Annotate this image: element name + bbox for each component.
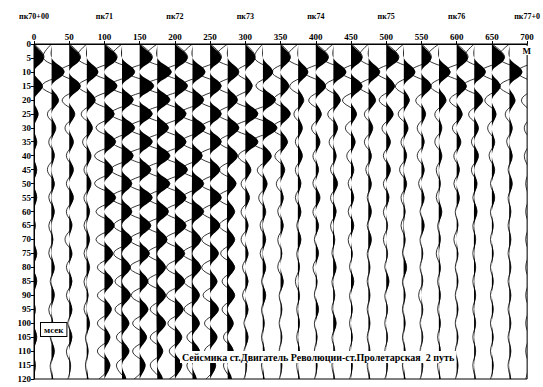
svg-text:пк75: пк75 bbox=[378, 12, 395, 21]
svg-text:пк73: пк73 bbox=[237, 12, 254, 21]
svg-text:0: 0 bbox=[32, 32, 37, 42]
svg-text:60: 60 bbox=[22, 207, 32, 217]
svg-text:120: 120 bbox=[18, 374, 32, 384]
svg-text:100: 100 bbox=[98, 32, 112, 42]
svg-text:пк72: пк72 bbox=[166, 12, 183, 21]
svg-text:350: 350 bbox=[274, 32, 288, 42]
svg-text:0: 0 bbox=[27, 39, 32, 49]
svg-text:100: 100 bbox=[18, 318, 32, 328]
svg-text:450: 450 bbox=[344, 32, 358, 42]
svg-text:650: 650 bbox=[485, 32, 499, 42]
svg-text:20: 20 bbox=[22, 95, 32, 105]
svg-text:25: 25 bbox=[22, 109, 32, 119]
svg-text:400: 400 bbox=[309, 32, 323, 42]
svg-text:200: 200 bbox=[168, 32, 182, 42]
svg-text:35: 35 bbox=[22, 137, 32, 147]
svg-text:250: 250 bbox=[203, 32, 217, 42]
svg-text:45: 45 bbox=[22, 165, 32, 175]
svg-text:75: 75 bbox=[22, 248, 32, 258]
svg-text:Сейсмика ст.Двигатель Революци: Сейсмика ст.Двигатель Революции-ст.Проле… bbox=[182, 352, 455, 363]
svg-text:10: 10 bbox=[22, 67, 32, 77]
svg-text:55: 55 bbox=[22, 193, 32, 203]
svg-text:мсек: мсек bbox=[44, 325, 64, 335]
svg-text:пк74: пк74 bbox=[307, 12, 324, 21]
svg-text:40: 40 bbox=[22, 151, 32, 161]
svg-text:М: М bbox=[523, 46, 532, 56]
svg-text:пк71: пк71 bbox=[96, 12, 113, 21]
svg-text:70: 70 bbox=[22, 234, 32, 244]
svg-text:110: 110 bbox=[18, 346, 32, 356]
svg-text:85: 85 bbox=[22, 276, 32, 286]
svg-text:600: 600 bbox=[450, 32, 464, 42]
svg-text:пк76: пк76 bbox=[448, 12, 465, 21]
svg-text:пк77+0: пк77+0 bbox=[514, 12, 540, 21]
svg-text:150: 150 bbox=[133, 32, 147, 42]
svg-text:300: 300 bbox=[239, 32, 253, 42]
svg-text:115: 115 bbox=[18, 360, 32, 370]
svg-text:550: 550 bbox=[415, 32, 429, 42]
svg-text:90: 90 bbox=[22, 290, 32, 300]
svg-text:80: 80 bbox=[22, 262, 32, 272]
svg-text:95: 95 bbox=[22, 304, 32, 314]
svg-text:5: 5 bbox=[27, 53, 32, 63]
svg-text:50: 50 bbox=[22, 179, 32, 189]
svg-text:500: 500 bbox=[379, 32, 393, 42]
svg-text:65: 65 bbox=[22, 220, 32, 230]
svg-text:700: 700 bbox=[520, 32, 534, 42]
svg-text:50: 50 bbox=[65, 32, 75, 42]
svg-text:30: 30 bbox=[22, 123, 32, 133]
svg-text:15: 15 bbox=[22, 81, 32, 91]
svg-text:пк70+00: пк70+00 bbox=[19, 12, 49, 21]
svg-text:105: 105 bbox=[18, 332, 32, 342]
